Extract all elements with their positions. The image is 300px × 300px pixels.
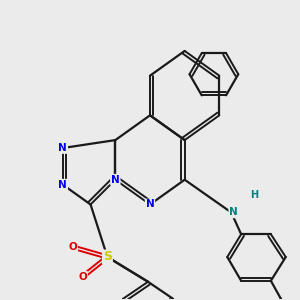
Text: N: N	[146, 200, 154, 209]
Text: N: N	[229, 207, 238, 218]
Text: N: N	[58, 143, 67, 153]
Text: O: O	[68, 242, 77, 252]
Text: O: O	[78, 272, 87, 282]
Text: N: N	[58, 180, 67, 190]
Text: S: S	[103, 250, 112, 263]
Text: H: H	[250, 190, 258, 200]
Text: N: N	[111, 175, 120, 185]
